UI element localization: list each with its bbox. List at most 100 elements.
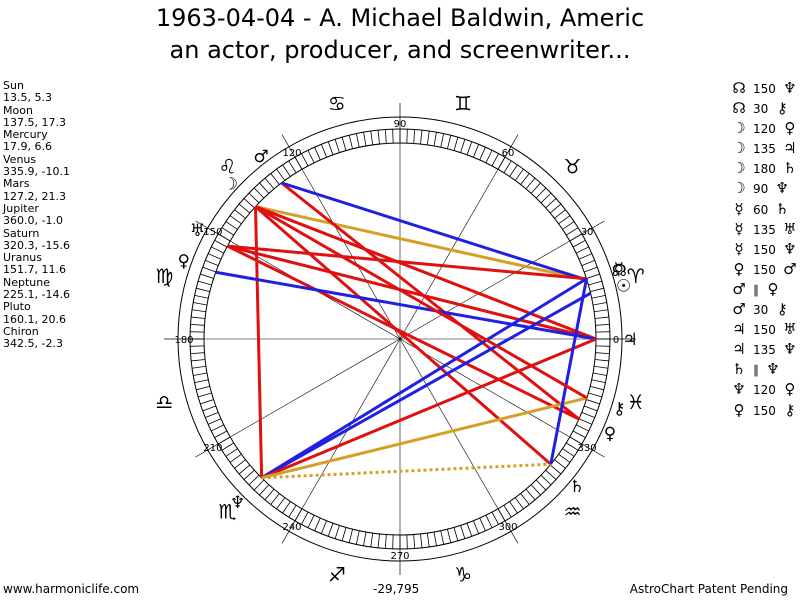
- degree-tick: [196, 386, 210, 391]
- degree-label: 60: [502, 148, 515, 159]
- degree-tick: [575, 424, 589, 432]
- aspect-angle: ∥: [753, 282, 759, 297]
- aspect-angle: 30: [753, 102, 769, 117]
- degree-tick: [253, 187, 265, 199]
- degree-tick: [497, 508, 506, 522]
- degree-tick: [595, 323, 610, 326]
- degree-tick: [549, 464, 562, 475]
- degree-tick: [270, 173, 280, 185]
- degree-tick: [530, 484, 541, 496]
- degree-tick: [217, 436, 231, 445]
- aspect-planet-1: ♃: [732, 320, 746, 339]
- aspect-planet-1: ♆: [732, 380, 746, 399]
- aspect-planet-2: ♆: [775, 179, 789, 198]
- degree-label: 120: [282, 148, 301, 159]
- degree-tick: [301, 153, 309, 167]
- aspect-planet-2: ⚷: [776, 99, 788, 118]
- degree-tick: [370, 533, 374, 548]
- degree-tick: [320, 520, 327, 534]
- degree-tick: [520, 173, 530, 185]
- zodiac-sign-icon: ♓: [627, 390, 645, 414]
- degree-tick: [205, 412, 219, 419]
- degree-tick: [194, 294, 209, 299]
- aspect-angle: 150: [753, 403, 776, 418]
- aspect-planet-1: ♂: [732, 300, 746, 319]
- degree-tick: [479, 517, 486, 532]
- position-name-pluto: Pluto: [3, 300, 31, 314]
- degree-label: 240: [282, 522, 301, 533]
- planet-uranus-icon: ♅: [190, 221, 205, 241]
- degree-tick: [270, 493, 280, 505]
- degree-tick: [243, 469, 255, 480]
- degree-tick: [377, 130, 380, 145]
- aspect-angle: 150: [753, 262, 776, 277]
- zodiac-sign-icon: ♋: [328, 91, 346, 115]
- planet-moon-icon: ☽: [223, 175, 238, 195]
- degree-tick: [558, 453, 571, 463]
- aspect-row: ☿ 135 ♅: [728, 219, 798, 239]
- degree-tick: [221, 227, 234, 236]
- degree-tick: [191, 365, 206, 369]
- degree-tick: [207, 418, 222, 425]
- degree-tick: [595, 352, 610, 355]
- degree-label: 330: [578, 443, 597, 454]
- zodiac-sign-icon: ♊: [454, 91, 472, 115]
- degree-tick: [234, 459, 246, 469]
- degree-tick: [198, 392, 212, 398]
- position-value-uranus: 151.7, 11.6: [3, 263, 66, 277]
- aspect-planet-2: ⚷: [776, 300, 788, 319]
- outer-ring: [177, 116, 623, 562]
- degree-tick: [590, 386, 604, 391]
- degree-tick: [466, 523, 473, 537]
- degree-tick: [288, 505, 297, 518]
- degree-tick: [558, 215, 571, 225]
- degree-tick: [485, 150, 493, 164]
- position-value-chiron: 342.5, -2.3: [3, 337, 63, 351]
- zodiac-sign-icon: ♒: [564, 500, 582, 524]
- degree-tick: [584, 405, 598, 412]
- aspect-line: [215, 270, 597, 341]
- planet-mars-icon: ♂: [253, 147, 268, 167]
- inner-axis-line: [399, 240, 570, 340]
- aspect-planet-1: ☿: [734, 239, 744, 258]
- degree-tick: [562, 448, 575, 457]
- degree-tick: [525, 488, 536, 501]
- degree-tick: [591, 294, 606, 299]
- aspect-angle: 120: [753, 122, 776, 137]
- degree-tick: [594, 365, 609, 369]
- degree-tick: [514, 497, 524, 510]
- degree-tick: [221, 442, 234, 451]
- degree-tick: [327, 141, 334, 155]
- degree-tick: [282, 164, 291, 177]
- aspect-line: [255, 205, 588, 282]
- aspect-planet-2: ♆: [783, 340, 797, 359]
- degree-tick: [554, 209, 566, 219]
- degree-tick: [594, 359, 609, 362]
- degree-tick: [243, 198, 255, 209]
- aspect-row: ♀ 150 ⚷: [728, 400, 798, 420]
- degree-tick: [238, 464, 251, 475]
- zodiac-sign-icon: ♎: [155, 390, 173, 414]
- aspect-angle: 30: [753, 303, 769, 318]
- degree-tick: [276, 168, 286, 181]
- degree-tick: [282, 501, 291, 514]
- position-name-jupiter: Jupiter: [3, 201, 39, 215]
- degree-tick: [545, 198, 557, 209]
- position-name-moon: Moon: [3, 103, 33, 117]
- zodiac-sign-icon: ♍: [155, 264, 173, 288]
- aspect-planet-2: ♆: [766, 360, 780, 379]
- planet-chiron-icon: ⚷: [613, 399, 625, 419]
- degree-tick: [214, 240, 228, 248]
- degree-tick: [384, 129, 387, 144]
- aspect-row: ☿ 150 ♆: [728, 239, 798, 259]
- aspect-line: [549, 278, 588, 465]
- aspect-row: ☽ 180 ♄: [728, 158, 798, 178]
- degree-label: 210: [203, 443, 222, 454]
- degree-tick: [363, 531, 367, 546]
- footer-website: www.harmoniclife.com: [3, 582, 140, 596]
- aspect-angle: 120: [753, 383, 776, 398]
- aspect-planet-1: ☽: [732, 159, 746, 178]
- degree-tick: [491, 153, 499, 167]
- aspect-planet-2: ♅: [783, 320, 797, 339]
- degree-tick: [426, 130, 430, 145]
